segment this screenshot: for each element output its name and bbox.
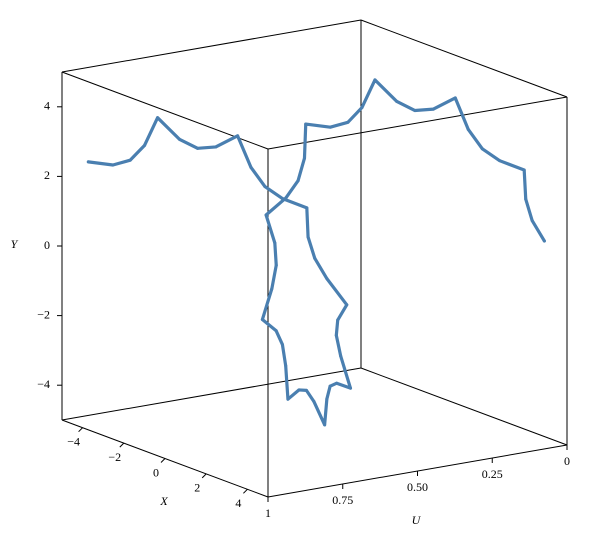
x-tick-label: 4 [235,496,241,510]
curve-point [373,78,377,82]
curve-point [395,99,399,103]
x-tick-label: 0 [153,465,159,479]
u-tick-label: 0.75 [332,493,353,507]
y-tick-label: −4 [37,377,50,391]
curve-point [284,364,288,368]
box-edge [360,367,568,446]
curve-point [530,219,534,223]
curve-point [305,206,309,210]
curve-point [297,388,301,392]
curve-point [284,196,288,200]
curve-point [274,329,278,333]
curve-point [86,160,90,164]
curve-point [346,120,350,124]
x-tick [243,488,248,494]
box-edge [267,96,568,150]
curve-point [360,106,364,110]
curve-point [306,235,310,239]
curve-point [264,213,268,217]
y-tick-label: 4 [44,99,50,113]
curve-point [304,122,308,126]
curve-point [335,381,339,385]
curve-point [273,241,277,245]
curve-point [524,197,528,201]
y-tick-label: 0 [44,238,50,252]
curve-point [111,163,115,167]
curve-point [143,143,147,147]
curve-point [280,196,284,200]
curve-point [522,168,526,172]
u-tick-label: 0.50 [407,480,428,494]
curve-point [466,127,470,131]
curve-point [336,318,340,322]
curve-point [236,134,240,138]
curve-point [328,125,332,129]
curve-point [328,384,332,388]
curve-point [312,399,316,403]
curve-point [177,137,181,141]
y-tick-label: 2 [44,168,50,182]
x-axis-label: X [159,494,168,508]
x-tick [201,473,207,479]
y-axis-label: Y [11,237,19,251]
curve-point [413,109,417,113]
u-tick-label: 0 [564,454,570,468]
curve-point [431,107,435,111]
u-axis-label: U [412,513,422,527]
curve-point [339,354,343,358]
curve-point [334,333,338,337]
curve-point [313,256,317,260]
curve-point [286,397,290,401]
box-edge [61,19,362,73]
x-tick [78,427,83,433]
curve-point [214,145,218,149]
curve-point [196,146,200,150]
u-tick-label: 0.25 [482,467,503,481]
y-tick-label: −2 [37,307,50,321]
curve-point [542,239,546,243]
x-tick-label: −4 [67,434,80,448]
curve-point [304,388,308,392]
curve-point [260,318,264,322]
u-tick-label: 1 [265,506,271,520]
curve-point [453,96,457,100]
curve-point [296,179,300,183]
curve-point [280,343,284,347]
curve-point [325,277,329,281]
curve-point [498,159,502,163]
x-tick-label: −2 [108,450,121,464]
box-edge [61,367,362,421]
curve-point [270,286,274,290]
curve-point [348,386,352,390]
x-tick [160,458,166,463]
box-edge [360,19,568,98]
curve-point [274,263,278,267]
curve-point [128,158,132,162]
curve-point [156,116,160,120]
curve [86,78,546,427]
x-tick [119,442,125,448]
curve-point [345,303,349,307]
x-tick-label: 2 [194,481,200,495]
curve-point [263,185,267,189]
curve-point [249,165,253,169]
curve-point [325,397,329,401]
curve-point [302,156,306,160]
curve-point [323,423,327,427]
curve-point [480,147,484,151]
